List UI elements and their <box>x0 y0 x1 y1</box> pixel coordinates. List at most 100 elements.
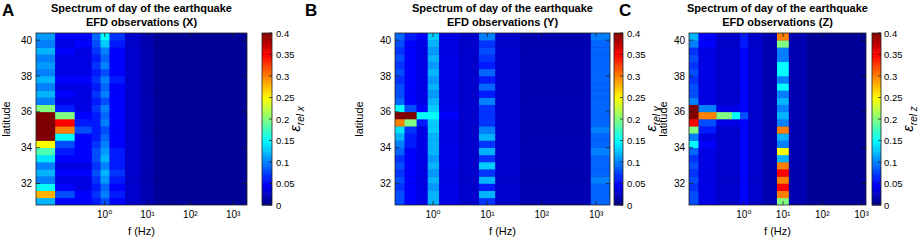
x-tick <box>433 201 434 205</box>
heat-cell <box>689 40 699 47</box>
heat-cell <box>211 55 230 62</box>
heat-cell <box>748 83 763 90</box>
y-tick <box>243 183 247 184</box>
heat-cell <box>211 119 230 126</box>
heat-cell <box>568 119 591 126</box>
heat-cell <box>36 141 55 148</box>
heat-cell <box>699 191 717 198</box>
heat-cell <box>858 69 866 76</box>
heat-cell <box>732 76 740 83</box>
heat-cell <box>699 40 717 47</box>
heat-cell <box>459 126 479 133</box>
heat-cell <box>405 198 417 205</box>
y-axis-label: latitude <box>0 101 12 136</box>
heat-cell <box>591 133 610 140</box>
plot-background <box>36 33 247 205</box>
heat-cell <box>36 76 55 83</box>
heat-cell <box>141 55 154 62</box>
heat-cell <box>459 162 479 169</box>
heat-cell <box>459 141 479 148</box>
heat-cell <box>789 126 807 133</box>
heat-cell <box>699 98 717 105</box>
heat-cell <box>740 69 749 76</box>
heat-cell <box>732 47 740 54</box>
heat-cell <box>479 62 496 69</box>
heat-cell <box>740 176 749 183</box>
colorbar-tick <box>269 183 272 184</box>
heat-cell <box>417 162 428 169</box>
heat-cell <box>154 141 174 148</box>
heat-cell <box>740 62 749 69</box>
heat-cell <box>591 47 610 54</box>
heat-cell <box>777 33 789 40</box>
y-tick <box>862 147 866 148</box>
heat-cell <box>495 55 520 62</box>
colorbar-tick-label: 0.4 <box>884 28 897 39</box>
heat-cell <box>211 184 230 191</box>
colorbar-frame <box>262 33 272 205</box>
heat-cell <box>748 176 763 183</box>
heat-cell <box>229 119 247 126</box>
heat-cell <box>732 176 740 183</box>
heat-cell <box>520 176 568 183</box>
heat-cell <box>807 155 842 162</box>
heat-cell <box>777 133 789 140</box>
heat-cell <box>568 191 591 198</box>
heat-cell <box>689 169 699 176</box>
heat-cell <box>807 169 842 176</box>
heat-cell <box>405 76 417 83</box>
heat-cell <box>459 148 479 155</box>
heat-cell <box>495 184 520 191</box>
heat-cell <box>763 176 778 183</box>
heat-cell <box>36 169 55 176</box>
y-tick-label: 36 <box>21 106 33 117</box>
heat-cell <box>428 76 440 83</box>
heat-cell <box>689 155 699 162</box>
heat-cell <box>841 184 858 191</box>
heat-cell <box>459 133 479 140</box>
heat-cell <box>689 83 699 90</box>
heat-cell <box>55 47 75 54</box>
heat-cell <box>479 126 496 133</box>
heat-cell <box>763 162 778 169</box>
heat-cell <box>110 119 126 126</box>
heat-cell <box>75 155 92 162</box>
heat-cell <box>173 126 211 133</box>
heat-cell <box>479 176 496 183</box>
plot-frame <box>36 33 247 205</box>
heat-cell <box>395 69 405 76</box>
x-tick <box>596 33 597 37</box>
heat-cell <box>777 155 789 162</box>
heat-cell <box>763 148 778 155</box>
heat-cell <box>568 126 591 133</box>
heat-cell <box>763 62 778 69</box>
heat-cell <box>789 191 807 198</box>
plot-frame <box>395 33 610 205</box>
heat-cell <box>110 83 126 90</box>
heat-cell <box>229 162 247 169</box>
heat-cell <box>125 155 141 162</box>
heat-cell <box>789 141 807 148</box>
heat-cell <box>732 162 740 169</box>
y-tick <box>689 76 693 77</box>
heat-cell <box>807 148 842 155</box>
heat-cell <box>173 198 211 205</box>
heat-cell <box>858 141 866 148</box>
heat-cell <box>154 90 174 97</box>
heat-cell <box>841 55 858 62</box>
heat-cell <box>777 119 789 126</box>
heat-cell <box>92 176 101 183</box>
heat-cell <box>858 62 866 69</box>
heat-cell <box>36 105 55 112</box>
heat-cell <box>405 141 417 148</box>
heat-cell <box>405 119 417 126</box>
heat-cell <box>495 133 520 140</box>
heat-cell <box>591 184 610 191</box>
heat-cell <box>748 90 763 97</box>
heat-cell <box>748 133 763 140</box>
heat-cell <box>92 141 101 148</box>
heat-cell <box>110 176 126 183</box>
heat-cell <box>417 155 428 162</box>
heat-cell <box>689 184 699 191</box>
heat-cell <box>495 69 520 76</box>
